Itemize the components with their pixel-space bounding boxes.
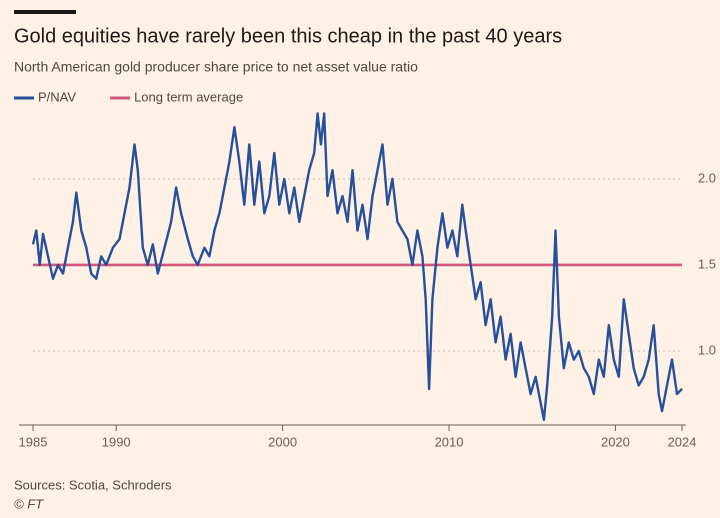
x-tick-label: 1985 [19, 434, 48, 449]
y-tick-label: 2.0 [698, 170, 716, 185]
chart-subtitle: North American gold producer share price… [14, 59, 418, 75]
series-line [31, 112, 683, 421]
legend-label: P/NAV [38, 89, 76, 104]
x-tick-label: 2010 [435, 434, 464, 449]
legend-label: Long term average [134, 89, 243, 104]
chart-title: Gold equities have rarely been this chea… [14, 25, 562, 47]
x-tick-label: 2000 [268, 434, 297, 449]
x-tick-label: 1990 [102, 434, 131, 449]
y-tick-label: 1.5 [698, 256, 716, 271]
source: Sources: Scotia, Schroders [14, 477, 172, 492]
header-bar [14, 10, 76, 14]
credit: © FT [14, 496, 44, 511]
x-tick-label: 2024 [668, 434, 697, 449]
y-tick-label: 1.0 [698, 342, 716, 357]
x-tick-label: 2020 [601, 434, 630, 449]
